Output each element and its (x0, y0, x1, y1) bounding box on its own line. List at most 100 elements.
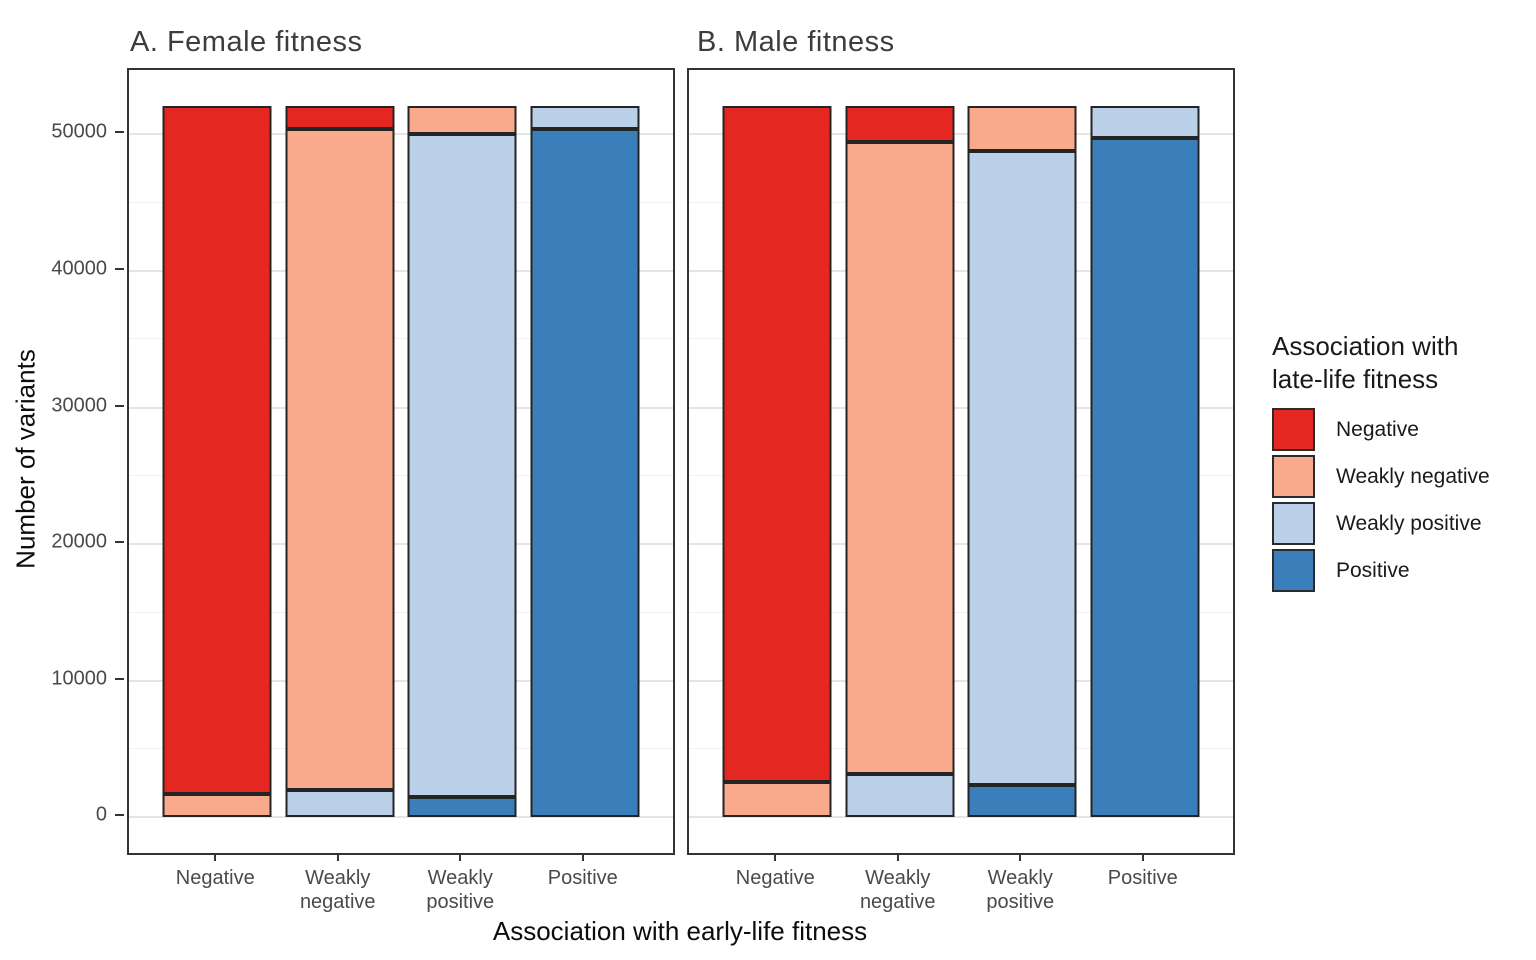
y-tick-label: 10000 (51, 667, 107, 690)
panel-b-title: B. Male fitness (697, 26, 895, 58)
stacked-bar-negative (722, 105, 832, 818)
bar-slot-positive (524, 70, 647, 853)
legend-label: Positive (1336, 558, 1410, 582)
bar-slot-negative (156, 70, 279, 853)
legend: Association with late-life fitness Negat… (1272, 330, 1532, 596)
gridline (129, 338, 673, 340)
gridline (129, 679, 673, 682)
x-axis-female: Negative Weakly negative Weakly positive Po… (127, 853, 671, 914)
bar-segment-weakly-positive (845, 773, 955, 818)
y-tick-label: 50000 (51, 120, 107, 143)
y-tick-mark (115, 267, 124, 270)
x-tick-label: Positive (1107, 867, 1178, 889)
y-axis: 0 10000 20000 30000 40000 50000 (0, 68, 127, 851)
x-tick-weakly-negative: Weakly negative (277, 853, 400, 914)
x-tick-mark (1141, 853, 1144, 861)
y-tick-mark (115, 541, 124, 544)
legend-item-negative: Negative (1272, 408, 1532, 451)
gridline (129, 406, 673, 409)
y-tick-label: 20000 (51, 530, 107, 553)
gridline (129, 201, 673, 203)
y-tick-label: 30000 (51, 394, 107, 417)
gridline (689, 748, 1233, 750)
bar-segment-positive (530, 128, 640, 818)
bar-segment-weakly-negative (845, 142, 955, 774)
legend-title-line1: Association with (1272, 331, 1459, 361)
legend-label: Negative (1336, 417, 1419, 441)
gridline (689, 679, 1233, 682)
y-tick-mark (115, 131, 124, 134)
gridline (689, 201, 1233, 203)
bar-slot-weakly-negative (279, 70, 402, 853)
gridline (129, 269, 673, 272)
bar-slots (689, 70, 1233, 853)
x-tick-label: Weakly positive (986, 867, 1055, 913)
y-tick-label: 0 (95, 803, 107, 826)
x-axis-title: Association with early-life fitness (492, 916, 868, 946)
x-tick-mark (896, 853, 899, 861)
bar-segment-positive (967, 784, 1077, 818)
bar-segment-negative (845, 105, 955, 143)
gridline (129, 543, 673, 546)
x-tick-weakly-positive: Weakly positive (959, 853, 1082, 914)
stacked-bar-positive (530, 105, 640, 818)
x-tick-mark (581, 853, 584, 861)
x-tick-weakly-positive: Weakly positive (399, 853, 522, 914)
gridline (689, 474, 1233, 476)
x-tick-weakly-negative: Weakly negative (837, 853, 960, 914)
gridline (129, 748, 673, 750)
bar-slot-weakly-positive (401, 70, 524, 853)
x-axis-male: Negative Weakly negative Weakly positive Po… (687, 853, 1231, 914)
stacked-bar-weakly-negative (845, 105, 955, 818)
legend-label: Weakly positive (1336, 511, 1482, 535)
stacked-bar-weakly-positive (967, 105, 1077, 818)
x-tick-mark (774, 853, 777, 861)
bar-segment-positive (1090, 138, 1200, 818)
gridline (129, 133, 673, 136)
stacked-bar-negative (162, 105, 272, 818)
bar-segment-negative (722, 105, 832, 782)
legend-key-weakly-negative (1272, 455, 1315, 498)
legend-item-positive: Positive (1272, 549, 1532, 592)
panel-female-fitness (127, 68, 675, 855)
legend-title-line2: late-life fitness (1272, 364, 1439, 394)
x-tick-positive: Positive (522, 853, 645, 914)
gridline (689, 269, 1233, 272)
y-tick-label: 40000 (51, 257, 107, 280)
bar-slots (129, 70, 673, 853)
bar-segment-weakly-positive (285, 790, 395, 818)
bar-segment-weakly-positive (407, 134, 517, 797)
gridline (689, 406, 1233, 409)
bar-segment-negative (285, 105, 395, 129)
legend-items: Negative Weakly negative Weakly positive Po… (1272, 408, 1532, 592)
x-tick-label: Weakly negative (299, 867, 376, 913)
stacked-bar-weakly-positive (407, 105, 517, 818)
legend-item-weakly-positive: Weakly positive (1272, 502, 1532, 545)
x-tick-label: Positive (547, 867, 618, 889)
bar-segment-weakly-positive (530, 105, 640, 129)
bar-slot-weakly-negative (839, 70, 962, 853)
bar-slot-positive (1084, 70, 1207, 853)
x-tick-label: Negative (735, 867, 815, 889)
legend-key-positive (1272, 549, 1315, 592)
x-tick-mark (459, 853, 462, 861)
panel-male-fitness (687, 68, 1235, 855)
x-tick-mark (214, 853, 217, 861)
bar-segment-weakly-negative (162, 794, 272, 818)
gridline (689, 611, 1233, 613)
panel-a-title: A. Female fitness (130, 26, 363, 58)
legend-label: Weakly negative (1336, 464, 1490, 488)
bar-segment-weakly-positive (1090, 105, 1200, 139)
x-tick-mark (336, 853, 339, 861)
bar-segment-weakly-positive (967, 150, 1077, 785)
x-tick-negative: Negative (714, 853, 837, 914)
x-tick-positive: Positive (1082, 853, 1205, 914)
gridline (689, 816, 1233, 819)
gridline (129, 474, 673, 476)
stacked-bar-weakly-negative (285, 105, 395, 818)
gridline (689, 338, 1233, 340)
gridline (689, 133, 1233, 136)
y-tick-mark (115, 677, 124, 680)
bar-segment-weakly-negative (285, 128, 395, 791)
